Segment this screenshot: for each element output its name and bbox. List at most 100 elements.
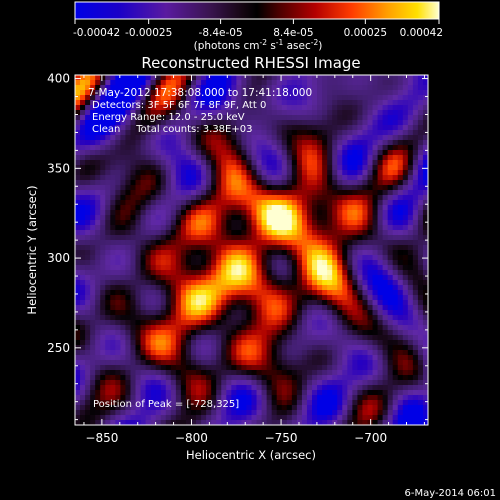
heatmap-cell — [261, 225, 268, 231]
heatmap-cell — [145, 220, 152, 226]
heatmap-cell — [296, 120, 303, 126]
heatmap-cell — [105, 340, 111, 346]
heatmap-cell — [110, 415, 116, 421]
heatmap-cell — [296, 225, 303, 231]
heatmap-cell — [347, 330, 353, 336]
heatmap-cell — [276, 220, 283, 226]
heatmap-cell — [211, 220, 217, 226]
heatmap-cell — [226, 185, 232, 191]
heatmap-cell — [100, 80, 106, 86]
heatmap-cell — [256, 155, 263, 161]
heatmap-cell — [256, 165, 263, 171]
heatmap-cell — [80, 120, 86, 126]
heatmap-cell — [367, 345, 374, 351]
heatmap-cell — [342, 420, 348, 425]
heatmap-cell — [100, 420, 106, 425]
heatmap-cell — [317, 130, 323, 136]
heatmap-cell — [291, 245, 298, 251]
heatmap-cell — [150, 190, 157, 196]
heatmap-cell — [105, 240, 111, 246]
heatmap-cell — [150, 405, 157, 411]
heatmap-cell — [140, 75, 147, 81]
heatmap-cell — [175, 270, 182, 276]
heatmap-cell — [201, 225, 207, 231]
heatmap-cell — [90, 235, 96, 241]
heatmap-cell — [231, 340, 237, 346]
heatmap-cell — [412, 375, 419, 381]
heatmap-cell — [115, 105, 121, 111]
heatmap-cell — [246, 175, 253, 181]
heatmap-cell — [185, 350, 192, 356]
heatmap-cell — [185, 420, 192, 425]
heatmap-cell — [95, 350, 101, 356]
heatmap-cell — [241, 215, 248, 221]
heatmap-cell — [291, 240, 298, 246]
heatmap-cell — [85, 145, 91, 151]
heatmap-cell — [221, 290, 227, 296]
heatmap-cell — [241, 140, 248, 146]
heatmap-cell — [175, 390, 182, 396]
heatmap-cell — [175, 160, 182, 166]
heatmap-cell — [185, 310, 192, 316]
heatmap-cell — [281, 405, 288, 411]
heatmap-cell — [201, 155, 207, 161]
heatmap-cell — [291, 260, 298, 266]
heatmap-cell — [412, 175, 419, 181]
heatmap-cell — [130, 105, 137, 111]
heatmap-cell — [85, 155, 91, 161]
heatmap-cell — [196, 150, 202, 156]
heatmap-cell — [306, 205, 313, 211]
heatmap-cell — [155, 225, 162, 231]
heatmap-cell — [95, 295, 101, 301]
heatmap-cell — [281, 185, 288, 191]
heatmap-cell — [155, 150, 162, 156]
heatmap-cell — [276, 305, 283, 311]
heatmap-cell — [332, 155, 338, 161]
heatmap-cell — [120, 175, 127, 181]
heatmap-cell — [125, 85, 132, 91]
heatmap-cell — [125, 105, 132, 111]
heatmap-cell — [322, 115, 328, 121]
heatmap-cell — [407, 315, 414, 321]
heatmap-cell — [90, 350, 96, 356]
heatmap-cell — [347, 290, 353, 296]
heatmap-cell — [226, 200, 232, 206]
heatmap-cell — [402, 395, 409, 401]
heatmap-cell — [145, 240, 152, 246]
heatmap-cell — [327, 110, 333, 116]
heatmap-cell — [125, 255, 132, 261]
heatmap-cell — [241, 410, 248, 416]
heatmap-cell — [286, 365, 293, 371]
heatmap-cell — [140, 335, 147, 341]
heatmap-cell — [170, 405, 177, 411]
heatmap-cell — [100, 405, 106, 411]
heatmap-cell — [85, 245, 91, 251]
heatmap-cell — [95, 265, 101, 271]
heatmap-cell — [382, 420, 389, 425]
heatmap-cell — [105, 180, 111, 186]
heatmap-cell — [175, 300, 182, 306]
heatmap-cell — [130, 300, 137, 306]
heatmap-cell — [140, 400, 147, 406]
heatmap-cell — [175, 230, 182, 236]
heatmap-cell — [357, 155, 364, 161]
heatmap-cell — [296, 220, 303, 226]
heatmap-cell — [135, 175, 142, 181]
heatmap-cell — [402, 235, 409, 241]
heatmap-cell — [291, 210, 298, 216]
heatmap-cell — [175, 190, 182, 196]
heatmap-cell — [352, 260, 358, 266]
heatmap-cell — [75, 300, 81, 306]
heatmap-cell — [296, 85, 303, 91]
heatmap-cell — [301, 280, 308, 286]
heatmap-cell — [367, 270, 374, 276]
heatmap-cell — [95, 380, 101, 386]
heatmap-cell — [135, 360, 142, 366]
heatmap-cell — [332, 85, 338, 91]
heatmap-cell — [170, 240, 177, 246]
heatmap-cell — [201, 115, 207, 121]
heatmap-cell — [115, 290, 121, 296]
heatmap-cell — [266, 90, 273, 96]
heatmap-cell — [286, 95, 293, 101]
heatmap-cell — [337, 300, 343, 306]
